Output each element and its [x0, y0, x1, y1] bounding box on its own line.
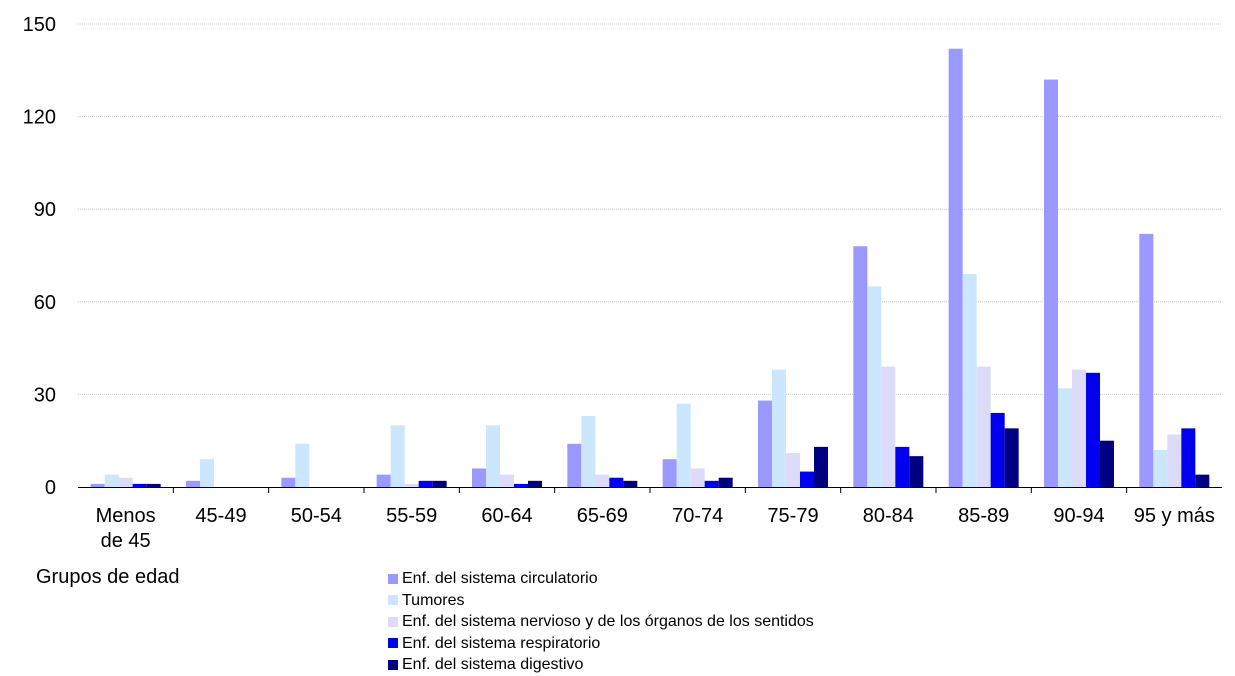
- bar: [895, 446, 910, 487]
- legend-item: Tumores: [388, 590, 814, 612]
- bar: [581, 416, 596, 487]
- x-tick-label: 50-54: [291, 505, 342, 527]
- x-tick-label: 65-69: [577, 505, 628, 527]
- legend-swatch: [388, 659, 398, 670]
- bar: [118, 477, 133, 487]
- bar: [976, 366, 991, 487]
- x-tick-label: 80-84: [863, 505, 914, 527]
- bar: [472, 468, 486, 487]
- legend: Enf. del sistema circulatorio Tumores Enf.…: [388, 568, 814, 676]
- y-tick-label: 30: [34, 384, 56, 406]
- legend-item: Enf. del sistema circulatorio: [388, 568, 814, 590]
- legend-label: Tumores: [402, 591, 465, 609]
- legend-label: Enf. del sistema nervioso y de los órgan…: [402, 613, 814, 630]
- legend-item: Enf. del sistema nervioso y de los órgan…: [388, 611, 814, 633]
- bar: [690, 468, 705, 487]
- bar-chart: 0 30 60 90 120 150 Menos de 45 45-49 50-54 55-59 6…: [23, 14, 1222, 552]
- legend-swatch: [388, 573, 398, 584]
- bars: [90, 48, 1210, 488]
- x-axis-ticks: Menos de 45 45-49 50-54 55-59 60-64 65-69 70-74…: [96, 487, 1215, 552]
- bar: [1058, 388, 1072, 487]
- bar: [1195, 474, 1210, 487]
- bar: [704, 480, 719, 487]
- x-tick-label: 85-89: [958, 505, 1009, 527]
- bar: [528, 480, 542, 487]
- bar: [662, 459, 677, 487]
- bar: [200, 459, 214, 487]
- y-tick-label: 60: [34, 292, 56, 314]
- x-tick-label: 70-74: [672, 505, 723, 527]
- bar: [567, 443, 582, 487]
- bar: [404, 483, 419, 487]
- bar: [376, 474, 391, 487]
- bar: [281, 477, 296, 487]
- x-tick-label: 90-94: [1053, 505, 1104, 527]
- bar: [990, 412, 1005, 487]
- legend-item: Enf. del sistema digestivo: [388, 654, 814, 676]
- legend-swatch: [388, 616, 398, 627]
- bar: [962, 274, 977, 487]
- bar: [1139, 233, 1154, 487]
- x-tick-label: 55-59: [386, 505, 437, 527]
- bar: [1004, 428, 1019, 487]
- bar: [758, 400, 772, 487]
- gridlines: [78, 23, 1222, 395]
- y-tick-label: 90: [34, 199, 56, 221]
- bar: [1086, 372, 1100, 487]
- bar: [1100, 440, 1114, 487]
- bar: [718, 477, 733, 487]
- bar: [1044, 79, 1058, 487]
- bar: [814, 446, 828, 487]
- bar: [676, 403, 691, 487]
- bar: [772, 369, 786, 487]
- bar: [609, 477, 624, 487]
- bar: [390, 425, 405, 487]
- x-tick-label: Menos de 45: [96, 505, 156, 552]
- bar: [514, 483, 528, 487]
- legend-label: Enf. del sistema digestivo: [402, 656, 584, 673]
- bar: [186, 480, 200, 487]
- bar: [1181, 428, 1196, 487]
- legend-swatch: [388, 595, 398, 606]
- bar: [486, 425, 500, 487]
- x-axis-title: Grupos de edad: [36, 566, 180, 588]
- legend-label: Enf. del sistema respiratorio: [402, 634, 601, 652]
- y-axis-ticks: 0 30 60 90 120 150: [23, 14, 56, 499]
- bar: [786, 453, 800, 487]
- bar: [295, 443, 310, 487]
- bar: [1153, 449, 1168, 487]
- bar: [595, 474, 610, 487]
- bar: [432, 480, 447, 487]
- bar: [623, 480, 638, 487]
- x-tick-label: 60-64: [481, 505, 532, 527]
- y-tick-label: 150: [23, 14, 56, 36]
- bar: [146, 483, 161, 487]
- bar: [853, 246, 868, 487]
- y-tick-label: 120: [23, 107, 56, 129]
- bar: [418, 480, 433, 487]
- bar: [90, 483, 105, 487]
- x-tick-label: 75-79: [767, 505, 818, 527]
- bar: [500, 474, 514, 487]
- bar: [881, 366, 896, 487]
- bar: [948, 48, 963, 488]
- legend-swatch: [388, 638, 398, 649]
- bar: [800, 471, 814, 487]
- y-tick-label: 0: [45, 477, 56, 499]
- bar: [104, 474, 119, 487]
- bar: [867, 286, 882, 487]
- bar: [132, 483, 147, 487]
- bar: [1167, 434, 1182, 487]
- legend-item: Enf. del sistema respiratorio: [388, 633, 814, 655]
- bar: [1072, 369, 1086, 487]
- x-tick-label: 95 y más: [1134, 505, 1215, 527]
- bar: [909, 456, 924, 487]
- legend-label: Enf. del sistema circulatorio: [402, 570, 598, 587]
- x-tick-label: 45-49: [195, 505, 246, 527]
